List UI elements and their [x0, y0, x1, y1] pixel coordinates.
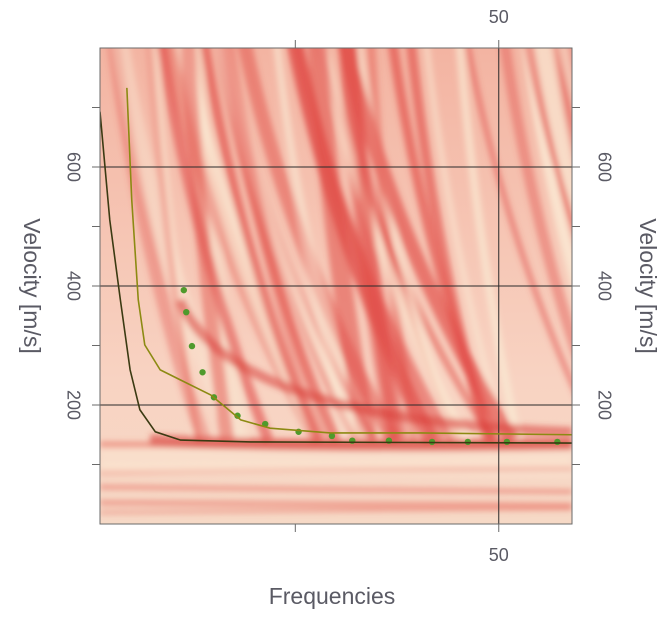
- dispersion-point: [503, 438, 511, 446]
- image-streak: [465, 48, 572, 391]
- image-streak: [423, 48, 509, 441]
- x-tick-label: 50: [489, 545, 509, 565]
- plot-frame: [99, 47, 573, 525]
- dispersion-image: [100, 48, 572, 524]
- image-streak: [528, 48, 572, 234]
- curve: [100, 111, 572, 444]
- image-streak: [455, 48, 522, 441]
- dispersion-point: [180, 286, 188, 294]
- image-band: [100, 461, 572, 470]
- dispersion-point: [199, 369, 206, 376]
- y-tick-label-right: 200: [594, 390, 614, 420]
- image-streak: [307, 48, 378, 442]
- image-band: [100, 454, 572, 465]
- x-tick-label-top: 50: [489, 7, 509, 27]
- dispersion-point: [183, 308, 190, 316]
- image-streak: [499, 48, 572, 357]
- y-tick-label-right: 600: [594, 152, 614, 182]
- image-streak: [554, 48, 572, 166]
- dispersion-point: [554, 438, 561, 446]
- image-band: [100, 467, 572, 478]
- image-streaks: [100, 48, 572, 515]
- image-band: [100, 484, 572, 495]
- dispersion-point: [188, 342, 196, 350]
- image-band: [175, 298, 572, 437]
- image-streak: [523, 48, 572, 226]
- y-axis-title: Velocity [m/s]: [19, 218, 45, 353]
- image-streak: [347, 48, 402, 441]
- x-axis-title: Frequencies: [269, 583, 396, 609]
- y-tick-label: 400: [63, 271, 83, 301]
- dispersion-point: [328, 432, 336, 440]
- image-streak: [222, 48, 330, 443]
- image-band: [149, 434, 572, 452]
- y-tick-label-right: 400: [594, 271, 614, 301]
- y-axis-title-right: Velocity [m/s]: [635, 218, 661, 353]
- dispersion-point: [234, 412, 241, 419]
- curve: [126, 87, 572, 436]
- image-band: [100, 499, 572, 509]
- y-tick-label: 600: [63, 152, 83, 182]
- image-streak: [157, 48, 274, 442]
- image-streak: [294, 48, 456, 442]
- y-tick-label: 200: [63, 390, 83, 420]
- image-band: [100, 505, 572, 515]
- image-streak: [531, 48, 572, 231]
- image-streak: [146, 48, 202, 441]
- image-streak: [356, 48, 461, 442]
